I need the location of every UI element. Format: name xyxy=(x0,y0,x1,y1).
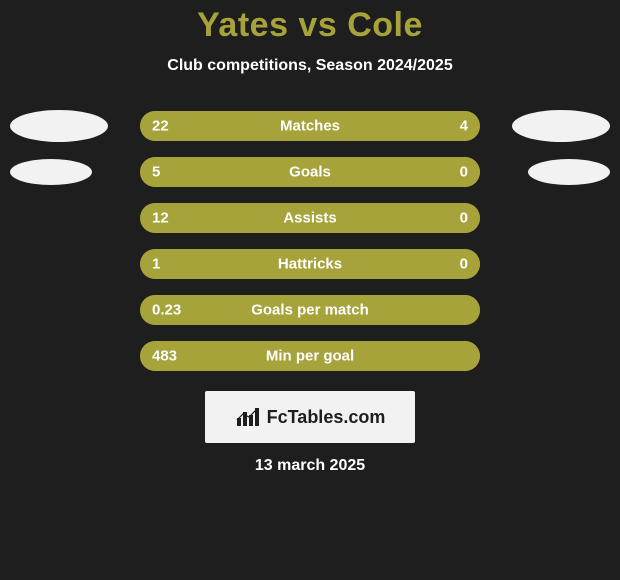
stat-bar: Matches 22 4 xyxy=(140,111,480,141)
player-shape-left xyxy=(10,110,108,142)
stat-row: Goals 5 0 xyxy=(0,149,620,195)
player-shape-left xyxy=(10,159,92,185)
stat-label: Goals xyxy=(289,164,331,181)
stat-value-left: 12 xyxy=(152,210,169,227)
stat-row: Hattricks 1 0 xyxy=(0,241,620,287)
stat-value-left: 0.23 xyxy=(152,302,181,319)
player-shape-right xyxy=(528,159,610,185)
stat-bar-right-fill xyxy=(409,111,480,141)
logo-text: FcTables.com xyxy=(267,407,386,428)
stat-row: Goals per match 0.23 xyxy=(0,287,620,333)
player-shape-right xyxy=(512,110,610,142)
stat-value-right: 0 xyxy=(460,256,468,273)
stat-row: Matches 22 4 xyxy=(0,103,620,149)
logo-box: FcTables.com xyxy=(205,391,415,443)
stat-bar: Goals per match 0.23 xyxy=(140,295,480,325)
stat-value-left: 5 xyxy=(152,164,160,181)
stat-bar-right-fill xyxy=(473,157,480,187)
stat-label: Goals per match xyxy=(251,302,369,319)
stat-bar-right-fill xyxy=(473,249,480,279)
stat-bar-right-fill xyxy=(473,295,480,325)
stat-bar-right-fill xyxy=(473,203,480,233)
comparison-infographic: Yates vs Cole Club competitions, Season … xyxy=(0,0,620,580)
stat-bar-right-fill xyxy=(473,341,480,371)
stat-label: Min per goal xyxy=(266,348,354,365)
page-subtitle: Club competitions, Season 2024/2025 xyxy=(0,57,620,75)
stat-label: Hattricks xyxy=(278,256,342,273)
stat-bar: Min per goal 483 xyxy=(140,341,480,371)
stat-bar: Goals 5 0 xyxy=(140,157,480,187)
date-text: 13 march 2025 xyxy=(0,457,620,475)
bar-chart-icon xyxy=(235,406,261,428)
stat-bar: Assists 12 0 xyxy=(140,203,480,233)
stat-value-left: 1 xyxy=(152,256,160,273)
stat-value-right: 0 xyxy=(460,164,468,181)
page-title: Yates vs Cole xyxy=(0,6,620,45)
stat-bar: Hattricks 1 0 xyxy=(140,249,480,279)
stat-value-left: 22 xyxy=(152,118,169,135)
stat-rows: Matches224Goals50Assists120Hattricks10Go… xyxy=(0,103,620,379)
stat-bar-left-fill xyxy=(140,111,409,141)
stat-row: Min per goal 483 xyxy=(0,333,620,379)
stat-value-right: 0 xyxy=(460,210,468,227)
stat-value-right: 4 xyxy=(460,118,468,135)
stat-label: Matches xyxy=(280,118,340,135)
stat-value-left: 483 xyxy=(152,348,177,365)
stat-label: Assists xyxy=(283,210,336,227)
stat-row: Assists 12 0 xyxy=(0,195,620,241)
